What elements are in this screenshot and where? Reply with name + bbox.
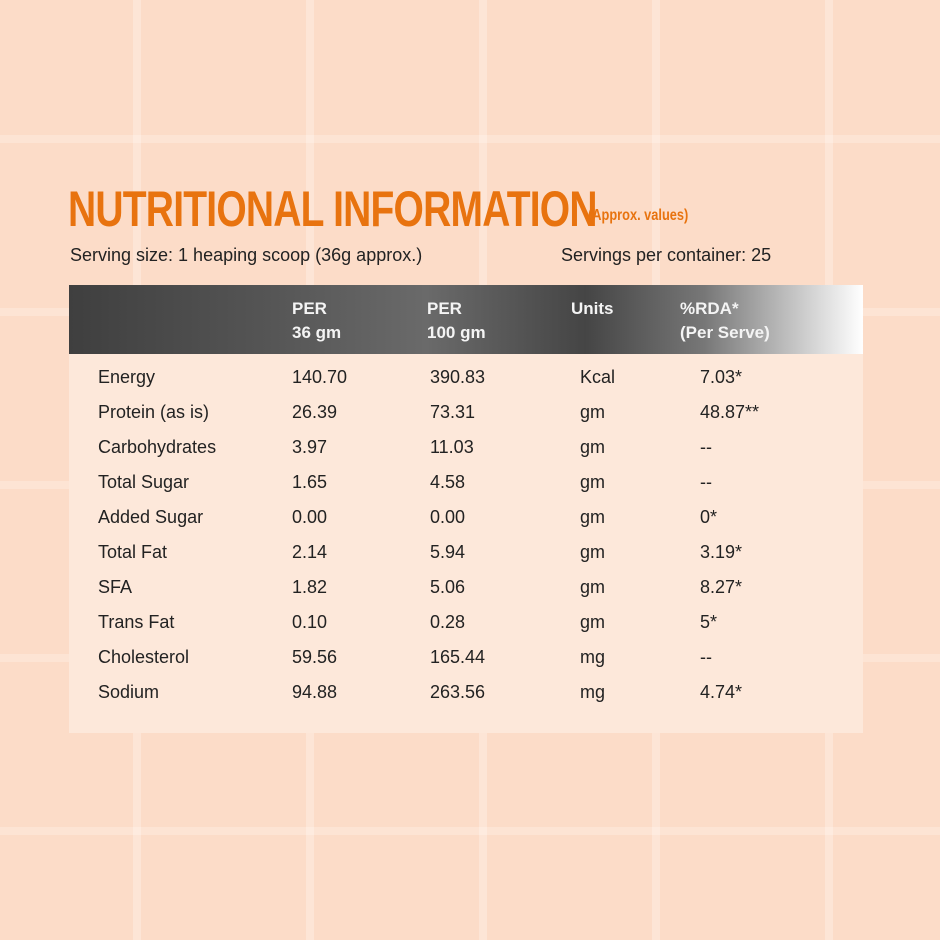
- table-row: Added Sugar 0.00 0.00 gm 0*: [69, 507, 863, 542]
- table-row: SFA 1.82 5.06 gm 8.27*: [69, 577, 863, 612]
- cell-name: Added Sugar: [98, 507, 204, 527]
- servings-per-container: Servings per container: 25: [561, 245, 772, 265]
- cell-rda: 4.74*: [700, 682, 743, 702]
- header-per-36: PER 36 gm: [292, 299, 342, 342]
- cell-per36: 140.70: [292, 367, 348, 387]
- cell-rda: --: [700, 437, 712, 457]
- table-header: PER 36 gm PER 100 gm Units %RDA* (Per Serve…: [69, 285, 863, 354]
- nutrition-table: PER 36 gm PER 100 gm Units %RDA* (Per Serve…: [69, 285, 863, 733]
- cell-rda: 7.03*: [700, 367, 743, 387]
- cell-per100: 11.03: [430, 437, 474, 457]
- cell-name: Total Sugar: [98, 472, 190, 492]
- cell-rda: 3.19*: [700, 542, 743, 562]
- cell-name: SFA: [98, 577, 133, 597]
- table-row: Cholesterol 59.56 165.44 mg --: [69, 647, 863, 682]
- cell-unit: mg: [580, 682, 606, 702]
- cell-name: Trans Fat: [98, 612, 175, 632]
- cell-name: Energy: [98, 367, 156, 387]
- cell-per100: 5.06: [430, 577, 466, 597]
- cell-rda: --: [700, 472, 712, 492]
- page-title: NUTRITIONAL INFORMATION: [68, 181, 598, 237]
- cell-per100: 0.00: [430, 507, 466, 527]
- cell-per100: 0.28: [430, 612, 466, 632]
- cell-name: Total Fat: [98, 542, 168, 562]
- cell-unit: mg: [580, 647, 606, 667]
- cell-unit: gm: [580, 577, 606, 597]
- cell-per36: 59.56: [292, 647, 338, 667]
- cell-unit: gm: [580, 437, 606, 457]
- header-per-100: PER 100 gm: [427, 299, 486, 342]
- cell-rda: 5*: [700, 612, 718, 632]
- cell-per36: 94.88: [292, 682, 338, 702]
- cell-per100: 165.44: [430, 647, 486, 667]
- cell-per36: 2.14: [292, 542, 328, 562]
- table-row: Carbohydrates 3.97 11.03 gm --: [69, 437, 863, 472]
- cell-per36: 1.65: [292, 472, 328, 492]
- cell-rda: 8.27*: [700, 577, 743, 597]
- cell-per100: 5.94: [430, 542, 466, 562]
- table-row: Protein (as is) 26.39 73.31 gm 48.87**: [69, 402, 863, 437]
- cell-per36: 0.00: [292, 507, 328, 527]
- cell-rda: --: [700, 647, 712, 667]
- cell-unit: gm: [580, 472, 606, 492]
- cell-per36: 26.39: [292, 402, 338, 422]
- cell-per100: 263.56: [430, 682, 486, 702]
- cell-name: Sodium: [98, 682, 160, 702]
- table-row: Total Sugar 1.65 4.58 gm --: [69, 472, 863, 507]
- cell-unit: gm: [580, 507, 606, 527]
- serving-size: Serving size: 1 heaping scoop (36g appro…: [70, 245, 423, 265]
- cell-unit: gm: [580, 612, 606, 632]
- cell-per100: 390.83: [430, 367, 486, 387]
- header-units: Units: [571, 299, 614, 318]
- table-row: Trans Fat 0.10 0.28 gm 5*: [69, 612, 863, 647]
- cell-name: Carbohydrates: [98, 437, 217, 457]
- table-row: Energy 140.70 390.83 Kcal 7.03*: [69, 367, 863, 402]
- table-row: Sodium 94.88 263.56 mg 4.74*: [69, 682, 863, 717]
- cell-unit: Kcal: [580, 367, 616, 387]
- cell-name: Cholesterol: [98, 647, 190, 667]
- cell-unit: gm: [580, 542, 606, 562]
- cell-unit: gm: [580, 402, 606, 422]
- cell-per36: 0.10: [292, 612, 328, 632]
- table-row: Total Fat 2.14 5.94 gm 3.19*: [69, 542, 863, 577]
- cell-rda: 0*: [700, 507, 718, 527]
- cell-per36: 3.97: [292, 437, 328, 457]
- header-rda: %RDA* (Per Serve): [680, 299, 770, 342]
- cell-per100: 4.58: [430, 472, 466, 492]
- subtitle: (Approx. values): [588, 207, 689, 224]
- cell-name: Protein (as is): [98, 402, 210, 422]
- cell-per36: 1.82: [292, 577, 328, 597]
- cell-rda: 48.87**: [700, 402, 760, 422]
- cell-per100: 73.31: [430, 402, 476, 422]
